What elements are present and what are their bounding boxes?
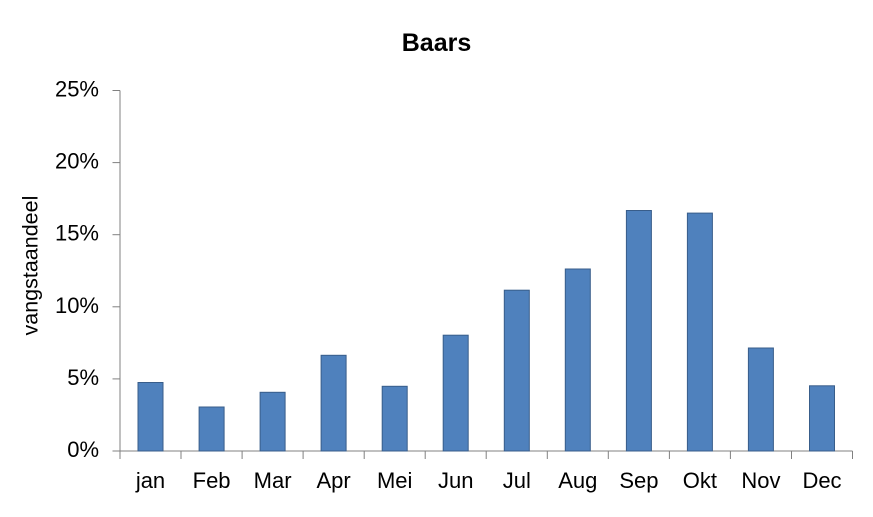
svg-text:Okt: Okt [683,468,717,493]
svg-text:5%: 5% [67,365,99,390]
svg-text:0%: 0% [67,437,99,462]
svg-text:Dec: Dec [802,468,841,493]
svg-text:25%: 25% [55,77,99,102]
svg-text:Jul: Jul [503,468,531,493]
svg-text:Sep: Sep [619,468,658,493]
svg-text:Mei: Mei [377,468,412,493]
svg-text:Nov: Nov [741,468,780,493]
svg-text:Feb: Feb [193,468,231,493]
svg-text:15%: 15% [55,221,99,246]
svg-text:Apr: Apr [316,468,350,493]
svg-text:10%: 10% [55,293,99,318]
svg-text:Aug: Aug [558,468,597,493]
svg-text:20%: 20% [55,149,99,174]
svg-text:Mar: Mar [254,468,292,493]
svg-text:Jun: Jun [438,468,473,493]
svg-text:jan: jan [135,468,165,493]
